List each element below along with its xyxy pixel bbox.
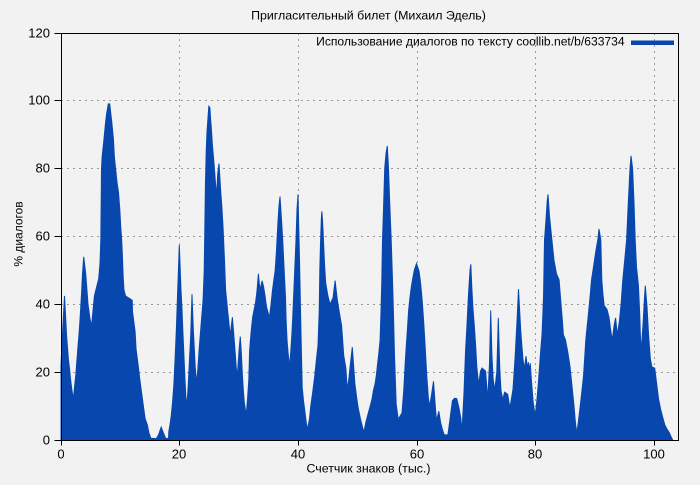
svg-text:% диалогов: % диалогов bbox=[11, 201, 25, 266]
svg-text:20: 20 bbox=[36, 365, 50, 380]
svg-text:80: 80 bbox=[36, 161, 50, 176]
svg-text:40: 40 bbox=[291, 447, 305, 462]
svg-text:Счетчик знаков (тыс.): Счетчик знаков (тыс.) bbox=[306, 462, 430, 476]
svg-text:100: 100 bbox=[643, 447, 665, 462]
svg-text:0: 0 bbox=[43, 433, 50, 448]
svg-text:Использование диалогов по текс: Использование диалогов по тексту coollib… bbox=[316, 35, 625, 49]
svg-text:60: 60 bbox=[36, 229, 50, 244]
svg-text:120: 120 bbox=[28, 26, 50, 41]
svg-text:40: 40 bbox=[36, 297, 50, 312]
svg-text:Пригласительный билет (Михаил: Пригласительный билет (Михаил Эдель) bbox=[251, 9, 486, 23]
svg-text:60: 60 bbox=[410, 447, 424, 462]
svg-text:0: 0 bbox=[57, 447, 64, 462]
svg-text:80: 80 bbox=[528, 447, 542, 462]
svg-text:20: 20 bbox=[172, 447, 186, 462]
svg-text:100: 100 bbox=[28, 93, 50, 108]
